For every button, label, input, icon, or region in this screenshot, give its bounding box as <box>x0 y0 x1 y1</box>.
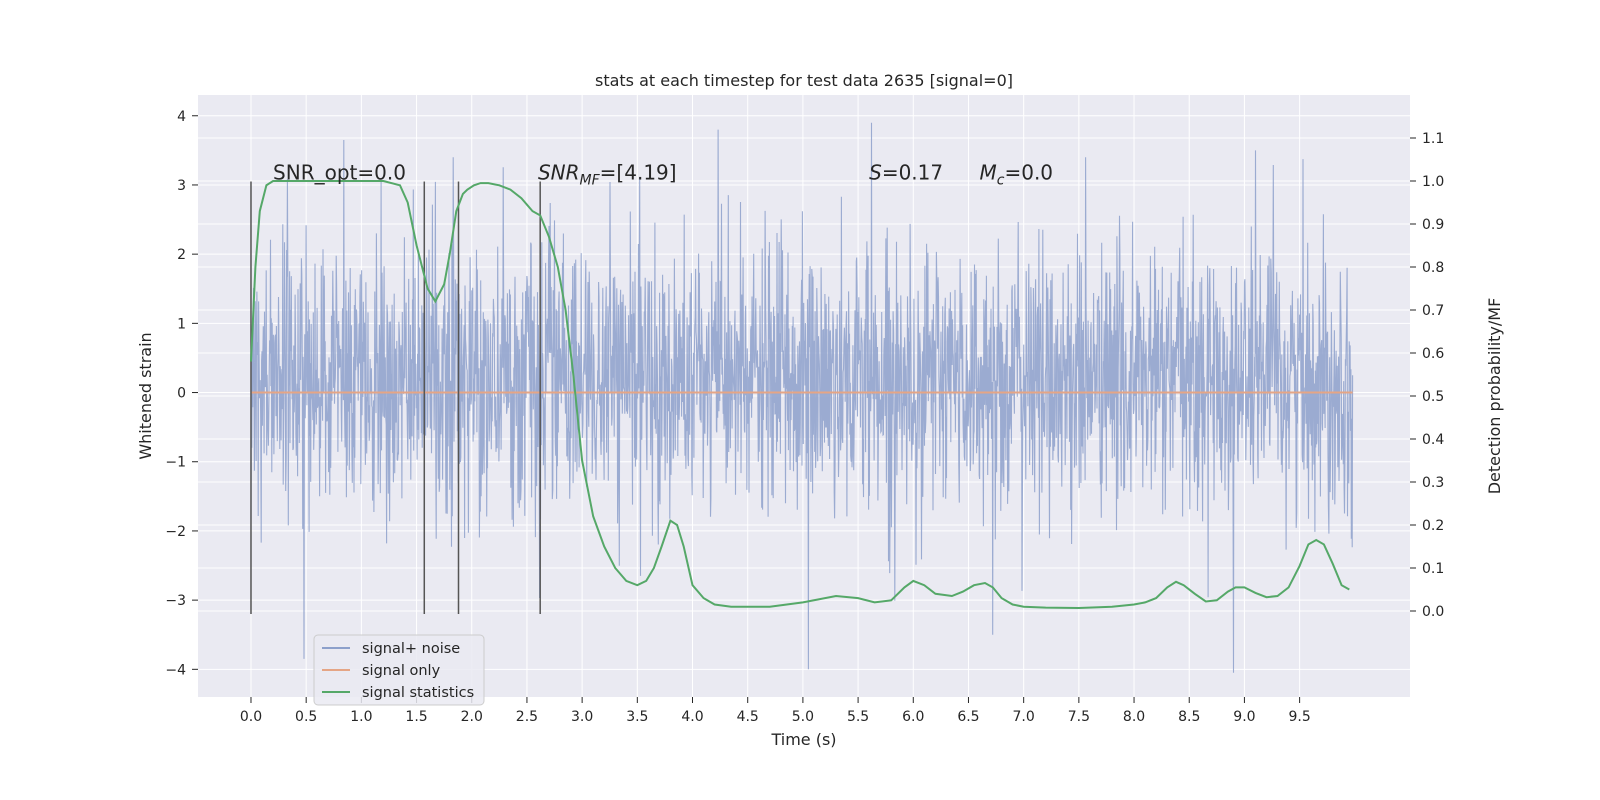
x-tick-label: 4.5 <box>737 709 759 725</box>
y-tick-label: −4 <box>165 662 186 678</box>
x-tick-label: 7.5 <box>1068 709 1090 725</box>
chart-title: stats at each timestep for test data 263… <box>595 71 1013 90</box>
y-right-tick-label: 1.0 <box>1422 174 1444 190</box>
plot-layer <box>250 122 1354 673</box>
y-right-tick-label: 0.7 <box>1422 303 1444 319</box>
x-tick-label: 1.5 <box>405 709 427 725</box>
y-tick-label: −2 <box>165 524 186 540</box>
x-tick-label: 2.5 <box>516 709 538 725</box>
x-tick-label: 5.0 <box>792 709 814 725</box>
series-signal-statistics <box>250 180 1350 610</box>
x-tick-label: 9.0 <box>1233 709 1255 725</box>
annotation-text: S=0.17 <box>869 160 943 184</box>
x-axis-label: Time (s) <box>770 730 836 749</box>
y-right-tick-label: 1.1 <box>1422 131 1444 147</box>
x-tick-label: 0.5 <box>295 709 317 725</box>
x-tick-label: 6.5 <box>957 709 979 725</box>
y-tick-label: 0 <box>177 386 186 402</box>
legend: signal+ noise signal only signal statistic… <box>313 634 485 706</box>
y-tick-label: 2 <box>177 247 186 263</box>
y-tick-label: −3 <box>165 593 186 609</box>
y-right-tick-label: 0.1 <box>1422 561 1444 577</box>
legend-box <box>313 634 485 706</box>
axes: 0.0 0.5 1.0 1.5 2.0 2.5 3.0 3.5 4.0 4.5 5.0 5.5 6.0 6… <box>165 109 1444 725</box>
y-tick-label: 3 <box>177 178 186 194</box>
legend-label: signal+ noise <box>362 641 460 657</box>
x-tick-label: 4.0 <box>681 709 703 725</box>
y-right-tick-label: 0.4 <box>1422 432 1444 448</box>
legend-label: signal statistics <box>362 685 474 701</box>
x-tick-label: 8.0 <box>1123 709 1145 725</box>
x-tick-label: 6.0 <box>902 709 924 725</box>
x-tick-label: 3.5 <box>626 709 648 725</box>
y-tick-label: 1 <box>177 316 186 332</box>
annotation-text: SNR_opt=0.0 <box>273 160 406 184</box>
y-right-tick-label: 0.3 <box>1422 475 1444 491</box>
annotation-text: Mc=0.0 <box>980 160 1054 188</box>
y-right-tick-label: 0.5 <box>1422 389 1444 405</box>
y-right-tick-label: 0.2 <box>1422 518 1444 534</box>
x-tick-label: 8.5 <box>1178 709 1200 725</box>
y-right-tick-label: 0.0 <box>1422 604 1444 620</box>
y-axis-label: Whitened strain <box>136 332 155 459</box>
annotations: SNR_opt=0.0 SNRMF=[4.19] S=0.17 Mc=0.0 <box>273 160 1053 188</box>
y-right-axis-label: Detection probability/MF <box>1485 298 1504 495</box>
series-signal-noise <box>250 122 1354 673</box>
x-tick-label: 2.0 <box>461 709 483 725</box>
y-right-tick-label: 0.9 <box>1422 217 1444 233</box>
y-right-tick-label: 0.6 <box>1422 346 1444 362</box>
y-tick-label: 4 <box>177 109 186 125</box>
y-tick-label: −1 <box>165 455 186 471</box>
x-tick-label: 0.0 <box>240 709 262 725</box>
y-right-tick-label: 0.8 <box>1422 260 1444 276</box>
x-tick-label: 5.5 <box>847 709 869 725</box>
x-tick-label: 9.5 <box>1288 709 1310 725</box>
x-tick-label: 3.0 <box>571 709 593 725</box>
annotation-text: SNRMF=[4.19] <box>538 160 677 188</box>
x-tick-label: 7.0 <box>1013 709 1035 725</box>
legend-label: signal only <box>362 663 441 679</box>
x-tick-label: 1.0 <box>350 709 372 725</box>
